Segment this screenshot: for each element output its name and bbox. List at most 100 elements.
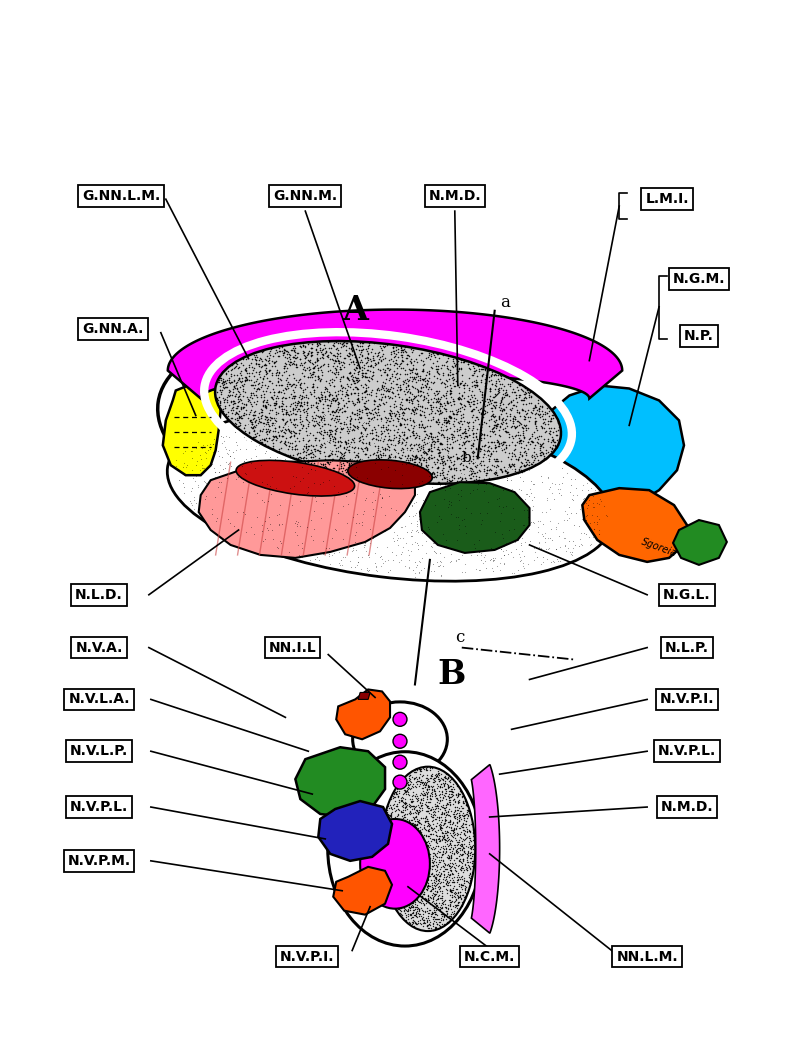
Point <box>381 853 394 870</box>
Point <box>395 496 408 513</box>
Point <box>326 402 338 419</box>
Point <box>425 459 438 476</box>
Point <box>302 446 314 463</box>
Point <box>462 419 475 436</box>
Point <box>384 562 396 579</box>
Point <box>438 429 451 446</box>
Point <box>443 458 456 475</box>
Point <box>401 821 414 838</box>
Point <box>411 391 423 408</box>
Point <box>213 372 225 389</box>
Point <box>430 853 443 870</box>
Point <box>349 418 361 435</box>
Point <box>466 447 479 464</box>
Point <box>420 470 433 487</box>
Point <box>406 446 419 463</box>
Point <box>336 336 349 353</box>
Point <box>470 532 482 549</box>
Point <box>449 406 462 423</box>
Point <box>392 413 404 430</box>
Point <box>472 425 485 442</box>
Point <box>399 468 412 485</box>
Point <box>438 777 451 794</box>
Point <box>346 354 359 371</box>
Point <box>478 393 491 410</box>
Point <box>458 461 470 478</box>
Point <box>452 871 465 888</box>
Point <box>304 347 317 364</box>
Point <box>219 439 232 456</box>
Point <box>322 348 334 365</box>
Point <box>439 856 451 873</box>
Point <box>426 915 439 932</box>
Point <box>391 360 404 377</box>
Point <box>290 356 302 373</box>
Point <box>451 887 463 904</box>
Point <box>427 867 440 884</box>
Point <box>397 858 410 875</box>
Point <box>234 378 247 395</box>
Point <box>539 525 552 542</box>
Point <box>386 864 399 881</box>
Point <box>288 410 301 427</box>
Point <box>352 431 365 448</box>
Point <box>394 365 407 382</box>
Point <box>439 875 452 892</box>
Point <box>310 442 323 459</box>
Point <box>347 417 360 434</box>
Point <box>394 829 407 846</box>
Point <box>283 354 296 371</box>
Point <box>487 433 500 450</box>
Point <box>308 388 321 405</box>
Point <box>324 460 337 477</box>
Point <box>258 432 271 449</box>
Point <box>424 417 437 434</box>
Point <box>453 435 466 452</box>
Point <box>338 456 350 473</box>
Point <box>437 874 450 891</box>
Point <box>408 869 421 886</box>
Point <box>425 866 438 883</box>
Point <box>420 788 433 805</box>
Point <box>384 796 396 813</box>
Point <box>428 912 441 929</box>
Point <box>533 405 546 422</box>
Point <box>489 365 501 382</box>
Point <box>389 498 402 515</box>
Point <box>425 905 438 922</box>
Point <box>429 798 442 815</box>
Point <box>399 896 412 913</box>
Point <box>463 864 476 881</box>
Point <box>411 775 423 792</box>
Point <box>406 791 419 808</box>
Point <box>441 803 454 820</box>
Point <box>378 460 391 477</box>
Point <box>415 796 427 813</box>
Point <box>497 466 509 483</box>
Point <box>294 350 306 367</box>
Point <box>410 798 423 815</box>
Point <box>408 875 421 892</box>
Point <box>470 447 482 464</box>
Point <box>302 390 314 407</box>
Point <box>274 433 287 450</box>
Point <box>388 345 400 362</box>
Point <box>447 428 460 445</box>
Point <box>305 340 318 357</box>
Point <box>306 340 318 357</box>
Point <box>405 405 418 422</box>
Point <box>282 379 295 396</box>
Point <box>377 350 389 367</box>
Point <box>369 558 382 575</box>
Point <box>550 427 563 444</box>
Point <box>244 413 256 430</box>
Point <box>239 369 252 386</box>
Point <box>246 384 259 401</box>
Point <box>452 389 465 406</box>
Point <box>375 366 388 383</box>
Point <box>451 360 464 377</box>
Point <box>290 372 302 389</box>
Point <box>454 808 466 825</box>
Point <box>450 356 462 373</box>
Point <box>516 419 529 436</box>
